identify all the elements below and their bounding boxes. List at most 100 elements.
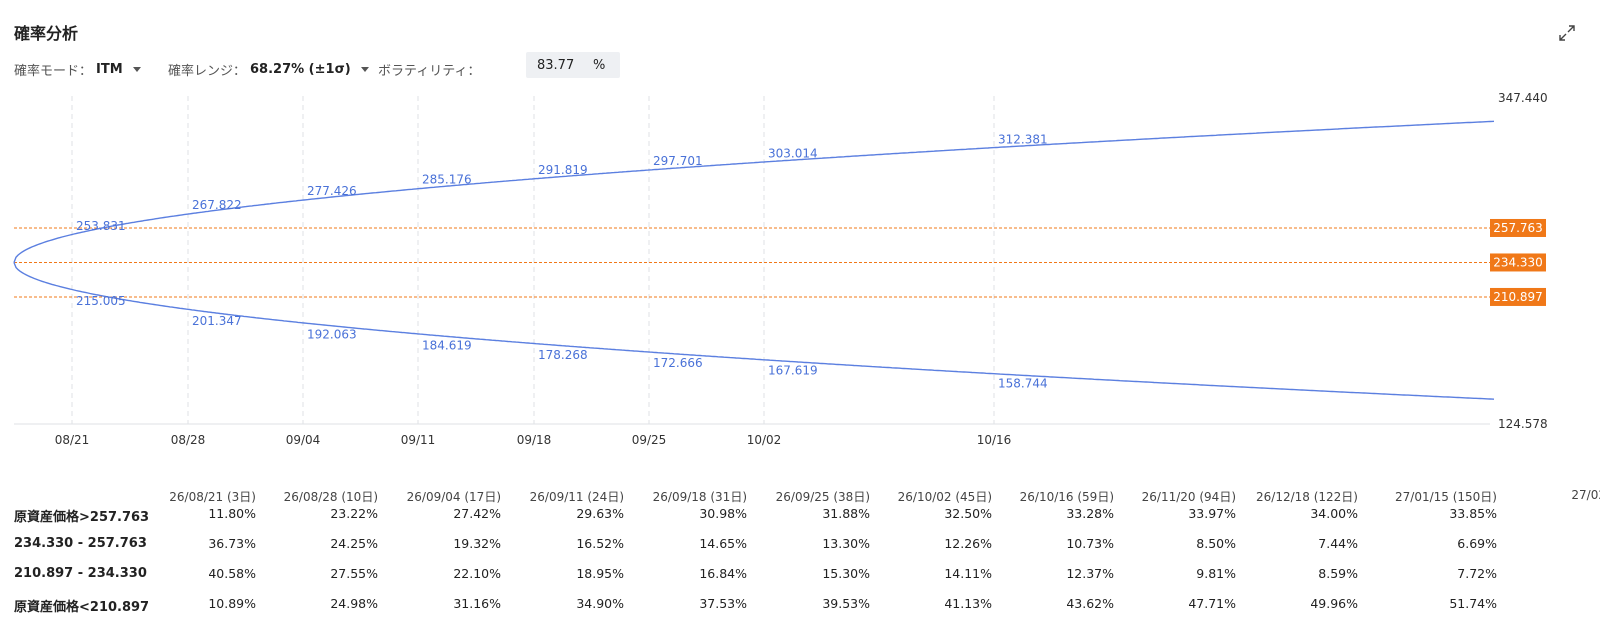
table-row: 原資産価格>257.763 11.80% 23.22% 27.42% 29.63% 30.… — [0, 506, 1600, 526]
y-axis-label-bottom: 124.578 — [1498, 417, 1548, 431]
table-cell: 34.00% — [1310, 506, 1358, 521]
data-label: 167.619 — [768, 364, 818, 378]
table-column-header: 26/09/11 (24日) — [529, 490, 624, 504]
table-cell: 34.90% — [576, 596, 624, 611]
probability-range-value: 68.27% (±1σ) — [250, 62, 351, 77]
table-cell: 49.96% — [1310, 596, 1358, 611]
chevron-down-icon — [132, 67, 141, 72]
table-cell: 19.32% — [453, 536, 501, 551]
table-cell: 7.44% — [1318, 536, 1358, 551]
expand-icon[interactable] — [1556, 22, 1578, 44]
data-label: 192.063 — [307, 328, 357, 342]
table-cell: 16.52% — [576, 536, 624, 551]
data-label: 178.268 — [538, 348, 588, 362]
probability-range-label: 確率レンジ： — [168, 64, 247, 79]
data-label: 291.819 — [538, 163, 588, 177]
table-cell: 7.72% — [1457, 566, 1497, 581]
reference-tag-label: 234.330 — [1493, 255, 1543, 269]
x-tick-label: 08/21 — [55, 433, 90, 447]
table-cell: 8.59% — [1318, 566, 1358, 581]
table-cell: 51.74% — [1449, 596, 1497, 611]
data-label: 285.176 — [422, 173, 472, 187]
table-column-header: 26/11/20 (94日) — [1141, 490, 1236, 504]
table-cell: 6.69% — [1457, 536, 1497, 551]
table-cell: 14.65% — [699, 536, 747, 551]
reference-tag — [1490, 218, 1546, 237]
table-cell: 9.81% — [1196, 566, 1236, 581]
probability-range-select[interactable]: 確率レンジ： 68.27% (±1σ) — [168, 60, 369, 79]
table-cell: 14.11% — [944, 566, 992, 581]
table-cell: 29.63% — [576, 506, 624, 521]
table-cell: 24.25% — [330, 536, 378, 551]
table-cell: 8.50% — [1196, 536, 1236, 551]
table-column-header: 26/10/16 (59日) — [1019, 490, 1114, 504]
table-column-header: 27/02/ — [1571, 488, 1600, 502]
table-row-label: 210.897 - 234.330 — [14, 566, 147, 581]
table-column-header: 26/10/02 (45日) — [897, 490, 992, 504]
x-tick-label: 09/04 — [286, 433, 321, 447]
data-label: 253.831 — [76, 219, 126, 233]
table-cell: 27.42% — [453, 506, 501, 521]
table-row: 210.897 - 234.330 40.58% 27.55% 22.10% 18.95… — [0, 566, 1600, 586]
expand-icon-svg — [1559, 25, 1575, 41]
table-cell: 41.13% — [944, 596, 992, 611]
upper-bound-line — [13, 120, 1495, 263]
data-label: 267.822 — [192, 198, 242, 212]
table-cell: 11.80% — [208, 506, 256, 521]
table-cell: 30.98% — [699, 506, 747, 521]
volatility-value[interactable]: 83.77 — [537, 57, 575, 73]
table-row: 234.330 - 257.763 36.73% 24.25% 19.32% 16.52… — [0, 536, 1600, 556]
data-label: 201.347 — [192, 314, 242, 328]
table-row-label: 234.330 - 257.763 — [14, 536, 147, 551]
reference-tag — [1490, 287, 1546, 306]
table-cell: 10.89% — [208, 596, 256, 611]
data-label: 184.619 — [422, 339, 472, 353]
table-cell: 40.58% — [208, 566, 256, 581]
table-row-label: 原資産価格>257.763 — [14, 510, 150, 525]
table-cell: 23.22% — [330, 506, 378, 521]
table-cell: 24.98% — [330, 596, 378, 611]
table-cell: 32.50% — [944, 506, 992, 521]
table-row-label: 原資産価格<210.897 — [14, 600, 150, 615]
table-cell: 12.37% — [1066, 566, 1114, 581]
table-cell: 33.85% — [1449, 506, 1497, 521]
x-tick-label: 09/25 — [632, 433, 667, 447]
x-tick-label: 10/16 — [977, 433, 1012, 447]
volatility-input[interactable]: 83.77 % — [526, 52, 620, 78]
table-column-header: 26/09/25 (38日) — [775, 490, 870, 504]
x-tick-label: 08/28 — [171, 433, 206, 447]
x-tick-label: 09/18 — [517, 433, 552, 447]
volatility-unit: % — [593, 57, 606, 73]
table-cell: 15.30% — [822, 566, 870, 581]
y-axis-label-top: 347.440 — [1498, 91, 1548, 105]
table-column-header: 26/09/04 (17日) — [406, 490, 501, 504]
table-cell: 22.10% — [453, 566, 501, 581]
table-cell: 10.73% — [1066, 536, 1114, 551]
data-label: 312.381 — [998, 133, 1048, 147]
data-label: 277.426 — [307, 184, 357, 198]
table-cell: 33.28% — [1066, 506, 1114, 521]
table-cell: 47.71% — [1188, 596, 1236, 611]
table-cell: 43.62% — [1066, 596, 1114, 611]
reference-tag-label: 210.897 — [1493, 290, 1543, 304]
panel-title: 確率分析 — [14, 24, 79, 43]
table-cell: 33.97% — [1188, 506, 1236, 521]
table-header-row: 26/08/21 (3日) 26/08/28 (10日) 26/09/04 (17日… — [0, 488, 1600, 504]
table-cell: 18.95% — [576, 566, 624, 581]
table-column-header: 26/12/18 (122日) — [1256, 490, 1358, 504]
table-cell: 12.26% — [944, 536, 992, 551]
reference-tag-label: 257.763 — [1493, 221, 1543, 235]
table-cell: 16.84% — [699, 566, 747, 581]
table-cell: 13.30% — [822, 536, 870, 551]
table-cell: 37.53% — [699, 596, 747, 611]
probability-mode-value: ITM — [96, 62, 123, 77]
probability-mode-select[interactable]: 確率モード： ITM — [14, 60, 141, 79]
data-label: 297.701 — [653, 154, 703, 168]
table-cell: 31.88% — [822, 506, 870, 521]
data-label: 158.744 — [998, 377, 1048, 391]
table-column-header: 26/09/18 (31日) — [652, 490, 747, 504]
lower-bound-line — [13, 262, 1495, 400]
table-column-header: 26/08/28 (10日) — [283, 490, 378, 504]
data-label: 172.666 — [653, 356, 703, 370]
